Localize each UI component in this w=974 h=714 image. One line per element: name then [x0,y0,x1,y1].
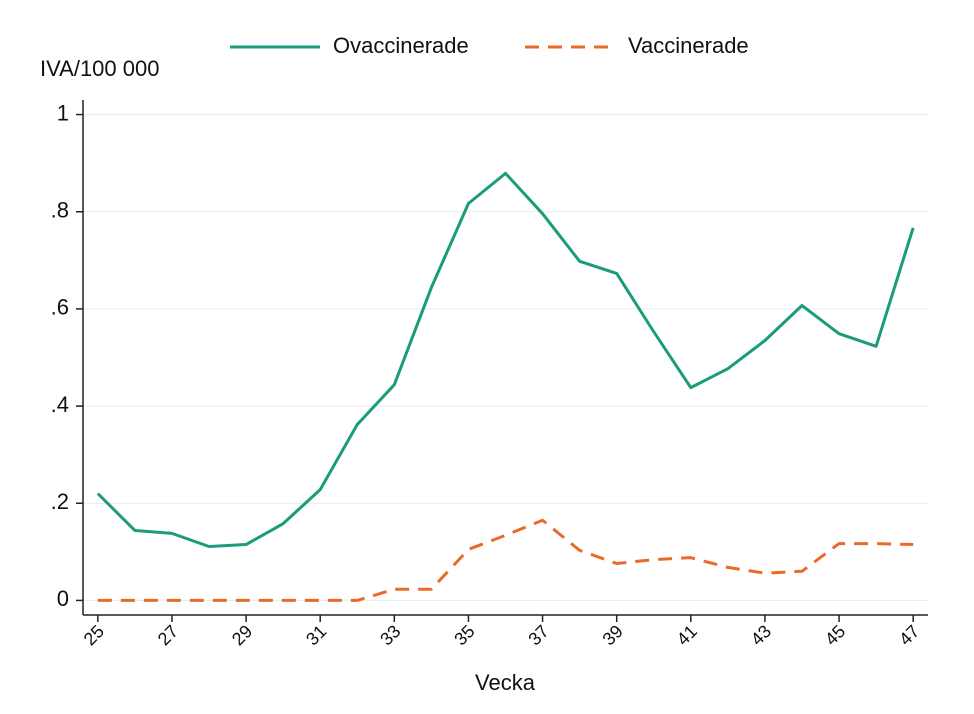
legend-label: Ovaccinerade [333,33,469,58]
x-axis-label: Vecka [475,670,536,695]
x-tick-label: 43 [747,621,775,649]
y-tick-label: .2 [51,489,69,514]
y-tick-label: 0 [57,586,69,611]
x-tick-label: 37 [524,621,552,649]
x-tick-label: 45 [821,621,849,649]
x-tick-label: 41 [673,621,701,649]
x-tick-label: 39 [599,621,627,649]
x-tick-label: 35 [450,621,478,649]
x-tick-label: 27 [154,621,182,649]
y-tick-label: .4 [51,392,69,417]
x-tick-label: 47 [895,621,923,649]
data-line [96,171,915,548]
x-tick-label: 33 [376,621,404,649]
y-tick-label: .8 [51,198,69,223]
data-line [97,518,914,602]
x-tick-label: 31 [302,621,330,649]
legend-label: Vaccinerade [628,33,749,58]
x-tick-label: 25 [80,621,108,649]
x-tick-label: 29 [228,621,256,649]
y-axis-label: IVA/100 000 [40,56,159,81]
y-tick-label: 1 [57,100,69,125]
y-tick-label: .6 [51,295,69,320]
